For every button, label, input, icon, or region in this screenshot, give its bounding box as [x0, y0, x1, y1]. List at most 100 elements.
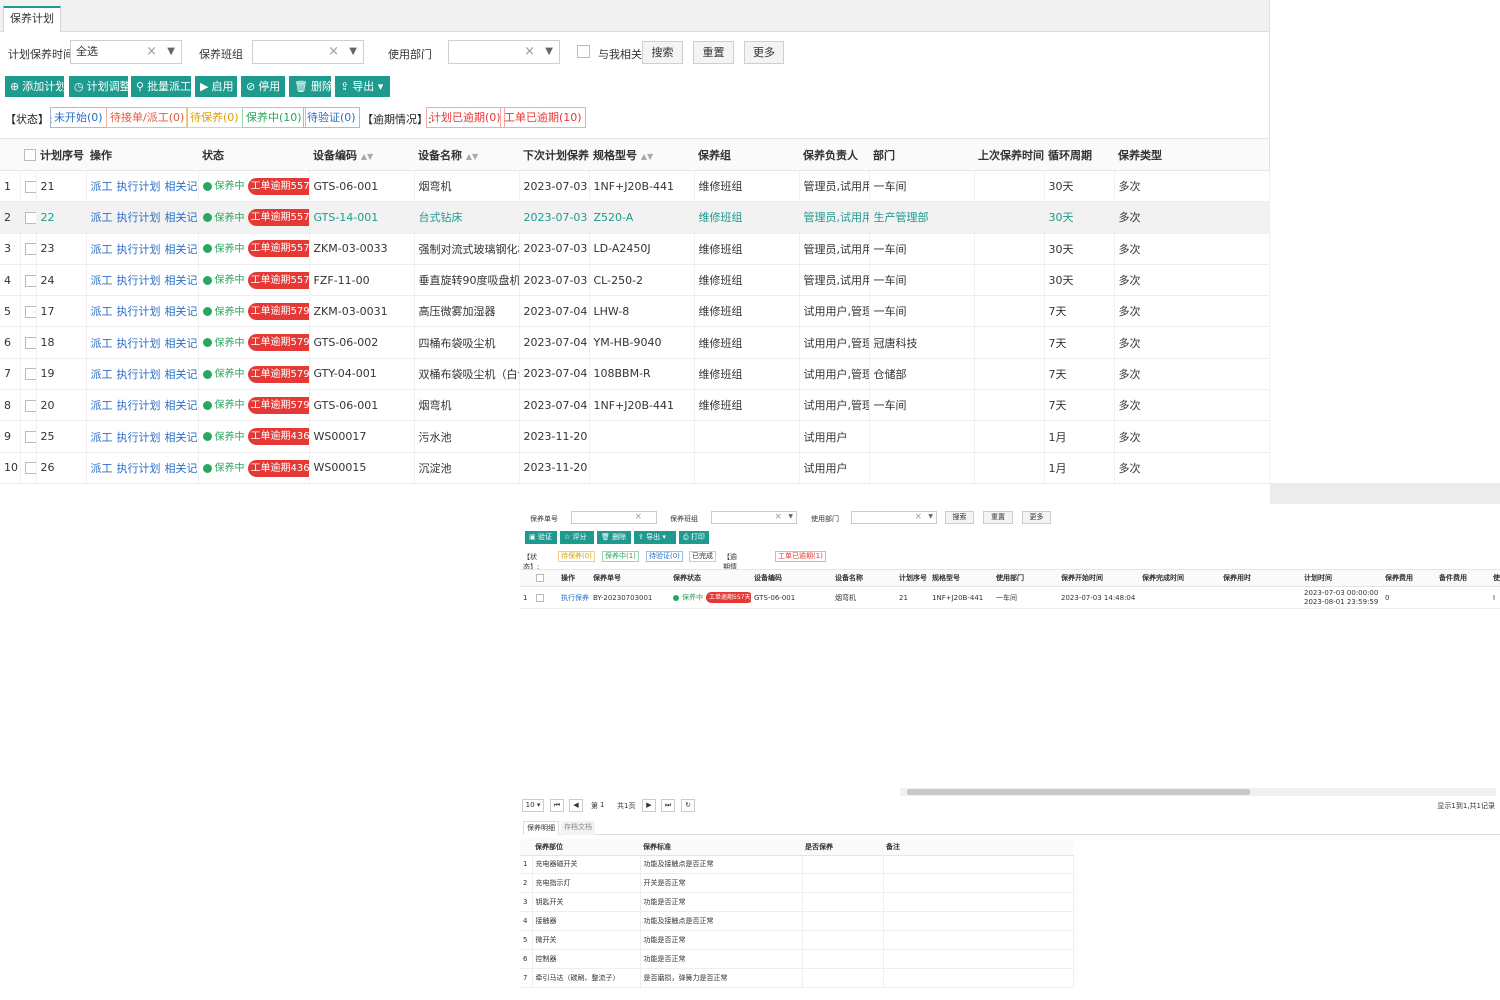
status-plan-overdue[interactable]: 计划已逾期(0)	[426, 107, 505, 128]
adjust-plan-button[interactable]: ◷ 计划调整	[69, 76, 131, 97]
sub-status-pending-verify[interactable]: 待验证(0)	[646, 551, 683, 562]
prev-page-icon[interactable]: ◀	[569, 799, 583, 812]
row-select[interactable]	[20, 264, 37, 297]
sub-header-select[interactable]	[533, 569, 558, 587]
row-select[interactable]	[533, 586, 558, 609]
order-no-input[interactable]: ×	[571, 511, 657, 524]
device-code-link[interactable]: FZF-11-00	[309, 264, 415, 297]
detail-done[interactable]	[802, 930, 884, 950]
row-checkbox[interactable]	[24, 462, 35, 475]
disable-button[interactable]: ⊘ 停用	[241, 76, 285, 97]
related-checkbox[interactable]	[577, 45, 590, 58]
dispatch-link[interactable]: 派工	[90, 180, 113, 194]
execute-plan-link[interactable]: 执行计划	[116, 242, 161, 256]
row-select[interactable]	[20, 358, 37, 391]
detail-done[interactable]	[802, 968, 884, 988]
table-row[interactable]: 925派工执行计划相关记录保养中工单逾期436天WS00017污水池2023-1…	[0, 420, 1270, 453]
row-select[interactable]	[20, 295, 37, 328]
chevron-down-icon[interactable]: ▼	[928, 513, 933, 520]
clear-icon[interactable]: ×	[146, 44, 157, 59]
execute-plan-link[interactable]: 执行计划	[116, 367, 161, 381]
delete-button[interactable]: 🗑 删除	[289, 76, 333, 97]
dispatch-link[interactable]: 派工	[90, 305, 113, 319]
detail-note[interactable]	[883, 968, 1074, 988]
add-plan-button[interactable]: ⊕ 添加计划	[5, 76, 66, 97]
dispatch-link[interactable]: 派工	[90, 274, 113, 288]
sub-delete-button[interactable]: 🗑 删除	[597, 531, 631, 544]
dispatch-link[interactable]: 派工	[90, 461, 113, 475]
detail-note[interactable]	[883, 911, 1074, 932]
reset-button[interactable]: 重置	[693, 41, 734, 64]
horizontal-scrollbar[interactable]	[900, 788, 1496, 796]
first-page-icon[interactable]: ⏮	[550, 799, 564, 812]
sub-dept-select[interactable]: × ▼	[851, 511, 937, 524]
records-link[interactable]: 相关记录	[164, 336, 198, 350]
execute-plan-link[interactable]: 执行计划	[116, 336, 161, 350]
sub-status-in-maint[interactable]: 保养中(1)	[602, 551, 639, 562]
execute-plan-link[interactable]: 执行计划	[116, 430, 161, 444]
detail-note[interactable]	[883, 930, 1074, 950]
table-row[interactable]: 323派工执行计划相关记录保养中工单逾期557天ZKM-03-0033强制对流式…	[0, 233, 1270, 265]
clear-icon[interactable]: ×	[774, 512, 782, 522]
status-not-started[interactable]: 未开始(0)	[50, 107, 107, 128]
sub-reset-button[interactable]: 重置	[983, 511, 1013, 524]
next-page-icon[interactable]: ▶	[642, 799, 656, 812]
execute-maint-link[interactable]: 执行保养	[558, 586, 590, 609]
device-code-link[interactable]: GTS-14-001	[309, 201, 415, 234]
device-code-link[interactable]: GTS-06-002	[309, 326, 415, 359]
detail-done[interactable]	[802, 855, 884, 875]
tab-archive-docs[interactable]: 存档文档	[561, 821, 595, 835]
table-row[interactable]: 222派工执行计划相关记录保养中工单逾期557天GTS-14-001台式钻床20…	[0, 201, 1270, 234]
sort-icon[interactable]: ▲▼	[360, 151, 374, 161]
execute-plan-link[interactable]: 执行计划	[116, 305, 161, 319]
sub-search-button[interactable]: 搜索	[945, 511, 974, 524]
table-row[interactable]: 719派工执行计划相关记录保养中工单逾期579天GTY-04-001双桶布袋吸尘…	[0, 358, 1270, 391]
enable-button[interactable]: ▶ 启用	[195, 76, 237, 97]
tab-maintenance-plan[interactable]: 保养计划	[3, 6, 61, 32]
status-pending-maint[interactable]: 待保养(0)	[186, 107, 243, 128]
row-checkbox[interactable]	[24, 243, 35, 256]
status-pending-receive[interactable]: 待接单/派工(0)	[106, 107, 189, 128]
records-link[interactable]: 相关记录	[164, 242, 198, 256]
sub-export-button[interactable]: ⇪ 导出 ▾	[634, 531, 676, 544]
page-number-input[interactable]: 1	[600, 801, 605, 809]
sort-icon[interactable]: ▲▼	[640, 151, 654, 161]
execute-plan-link[interactable]: 执行计划	[116, 180, 161, 194]
status-in-maint[interactable]: 保养中(10)	[242, 107, 306, 128]
sub-select-all-checkbox[interactable]	[536, 574, 544, 582]
device-code-link[interactable]: GTS-06-001	[309, 389, 415, 422]
sub-team-select[interactable]: × ▼	[711, 511, 797, 524]
plan-time-select[interactable]: 全选 × ▼	[70, 40, 182, 64]
table-row[interactable]: 618派工执行计划相关记录保养中工单逾期579天GTS-06-002四桶布袋吸尘…	[0, 326, 1270, 359]
execute-plan-link[interactable]: 执行计划	[116, 461, 161, 475]
clear-icon[interactable]: ×	[914, 512, 922, 522]
dispatch-link[interactable]: 派工	[90, 242, 113, 256]
execute-plan-link[interactable]: 执行计划	[116, 274, 161, 288]
team-select[interactable]: × ▼	[252, 40, 364, 64]
chevron-down-icon[interactable]: ▼	[167, 46, 175, 57]
table-row[interactable]: 1 执行保养 BY-20230703001 保养中 工单逾期557天 GTS-06…	[520, 586, 1500, 609]
page-size-select[interactable]: 10 ▾	[522, 799, 544, 812]
records-link[interactable]: 相关记录	[164, 399, 198, 413]
header-plan-no[interactable]: 计划序号 ▲▼	[36, 138, 86, 171]
row-checkbox[interactable]	[24, 180, 35, 193]
detail-done[interactable]	[802, 911, 884, 932]
records-link[interactable]: 相关记录	[164, 305, 198, 319]
execute-plan-link[interactable]: 执行计划	[116, 399, 161, 413]
row-checkbox[interactable]	[24, 399, 35, 412]
row-select[interactable]	[20, 326, 37, 359]
device-code-link[interactable]: ZKM-03-0033	[309, 233, 415, 265]
row-checkbox[interactable]	[24, 368, 35, 381]
dispatch-link[interactable]: 派工	[90, 336, 113, 350]
dispatch-link[interactable]: 派工	[90, 430, 113, 444]
records-link[interactable]: 相关记录	[164, 430, 198, 444]
device-code-link[interactable]: ZKM-03-0031	[309, 295, 415, 328]
batch-dispatch-button[interactable]: ⚲ 批量派工	[131, 76, 191, 97]
table-row[interactable]: 121派工执行计划相关记录保养中工单逾期557天GTS-06-001烟弯机202…	[0, 170, 1270, 203]
records-link[interactable]: 相关记录	[164, 461, 198, 475]
sub-status-pending[interactable]: 待保养(0)	[558, 551, 595, 562]
row-select[interactable]	[20, 201, 37, 234]
row-checkbox[interactable]	[24, 274, 35, 287]
row-select[interactable]	[20, 420, 37, 453]
status-order-overdue[interactable]: 工单已逾期(10)	[500, 107, 586, 128]
